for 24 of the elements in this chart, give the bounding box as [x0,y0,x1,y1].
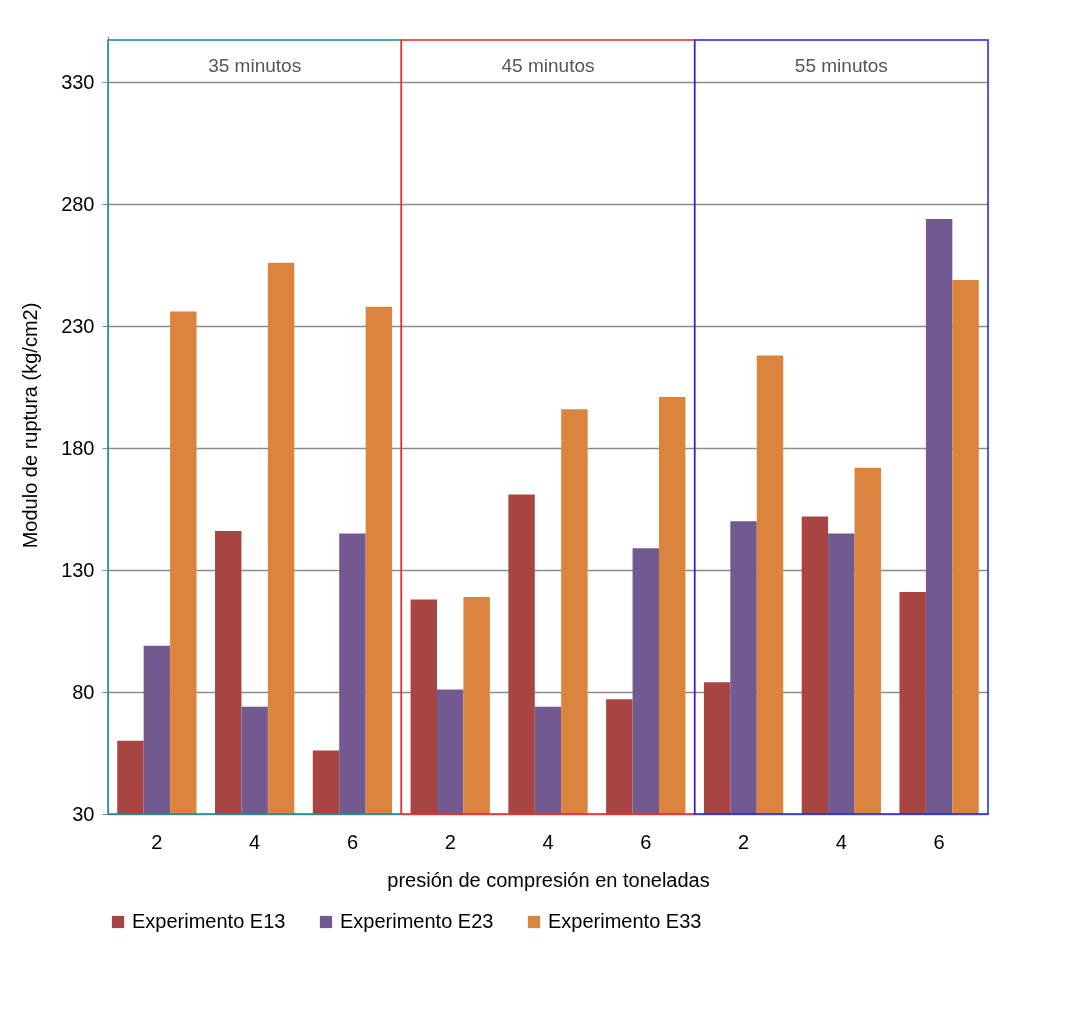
y-tick-label: 330 [61,70,95,93]
y-tick-label: 280 [61,192,95,215]
annotation: 35 minutos [208,55,302,76]
y-tick-label: 80 [72,680,95,703]
y-tick-label: 180 [61,436,95,459]
y-tick-label: 230 [61,314,95,337]
x-tick-label: 2 [444,830,456,853]
x-tick-label: 4 [835,830,847,853]
x-tick-label: 6 [933,830,945,853]
x-tick-label: 2 [151,830,163,853]
y-tick-label: 130 [61,558,95,581]
x-axis-title: presión de compresión en toneladas [387,868,710,891]
y-tick-label: 30 [72,802,95,825]
x-tick-label: 4 [542,830,554,853]
x-tick-label: 2 [737,830,750,853]
annotation: 45 minutos [501,55,595,76]
x-tick-label: 4 [249,830,261,853]
legend-label: Experimento E13 [132,910,286,932]
x-tick-label: 6 [346,830,359,853]
y-axis-title: Modulo de ruptura (kg/cm2) [19,302,42,549]
annotation: 55 minutos [794,55,888,76]
legend-label: Experimento E33 [548,910,702,932]
legend-label: Experimento E23 [340,910,494,932]
x-tick-label: 6 [640,830,652,853]
